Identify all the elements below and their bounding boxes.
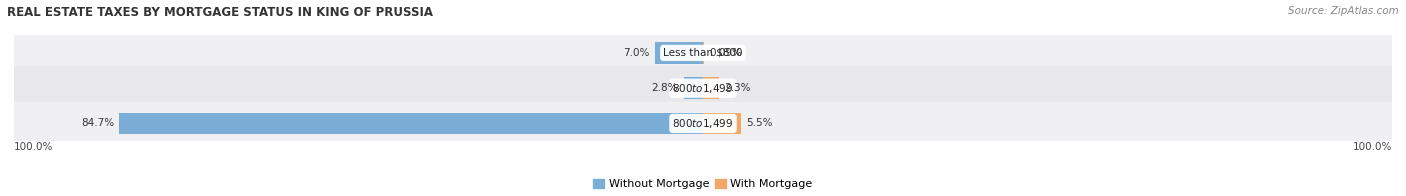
Text: Source: ZipAtlas.com: Source: ZipAtlas.com <box>1288 6 1399 16</box>
Text: REAL ESTATE TAXES BY MORTGAGE STATUS IN KING OF PRUSSIA: REAL ESTATE TAXES BY MORTGAGE STATUS IN … <box>7 6 433 19</box>
Bar <box>655 42 703 64</box>
Text: $800 to $1,499: $800 to $1,499 <box>672 117 734 130</box>
Text: Less than $800: Less than $800 <box>664 48 742 58</box>
Text: 7.0%: 7.0% <box>623 48 650 58</box>
Bar <box>14 66 1392 110</box>
Text: 100.0%: 100.0% <box>1353 142 1392 152</box>
Text: 0.09%: 0.09% <box>709 48 742 58</box>
Bar <box>703 77 718 99</box>
Text: 5.5%: 5.5% <box>747 118 773 129</box>
Bar <box>703 113 741 134</box>
Bar <box>14 102 1392 145</box>
Bar <box>120 113 703 134</box>
Text: 2.3%: 2.3% <box>724 83 751 93</box>
Text: 100.0%: 100.0% <box>14 142 53 152</box>
Bar <box>683 77 703 99</box>
Bar <box>14 31 1392 75</box>
Text: 84.7%: 84.7% <box>80 118 114 129</box>
Text: 2.8%: 2.8% <box>652 83 678 93</box>
Legend: Without Mortgage, With Mortgage: Without Mortgage, With Mortgage <box>589 174 817 194</box>
Text: $800 to $1,499: $800 to $1,499 <box>672 82 734 95</box>
